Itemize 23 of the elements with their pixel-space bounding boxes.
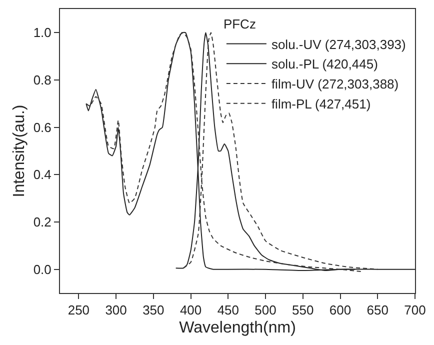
x-tick-label: 250: [68, 302, 90, 318]
y-tick-label: 0.2: [33, 214, 52, 230]
x-tick-label: 700: [404, 302, 426, 318]
legend-label: film-UV (272,303,388): [271, 76, 399, 92]
y-axis-title: Intensity(au.): [11, 104, 28, 198]
y-tick-label: 0.8: [33, 72, 52, 88]
legend-label: solu.-PL (420,445): [271, 56, 378, 72]
legend-label: film-PL (427,451): [271, 96, 371, 112]
x-axis-title: Wavelength(nm): [179, 319, 296, 336]
x-tick-label: 350: [142, 302, 164, 318]
y-tick-label: 0.0: [33, 262, 52, 277]
x-tick-label: 300: [105, 302, 127, 318]
x-tick-label: 400: [180, 302, 202, 318]
x-tick-label: 550: [292, 302, 314, 318]
y-tick-label: 0.4: [33, 167, 52, 182]
x-tick-label: 450: [217, 302, 240, 318]
x-tick-label: 600: [329, 302, 352, 318]
legend-label: solu.-UV (274,303,393): [271, 36, 406, 52]
legend-title: PFCz: [223, 16, 256, 32]
y-tick-label: 1.0: [33, 25, 52, 40]
x-tick-label: 650: [366, 302, 388, 318]
y-tick-label: 0.6: [33, 120, 52, 135]
x-tick-label: 500: [254, 302, 276, 318]
